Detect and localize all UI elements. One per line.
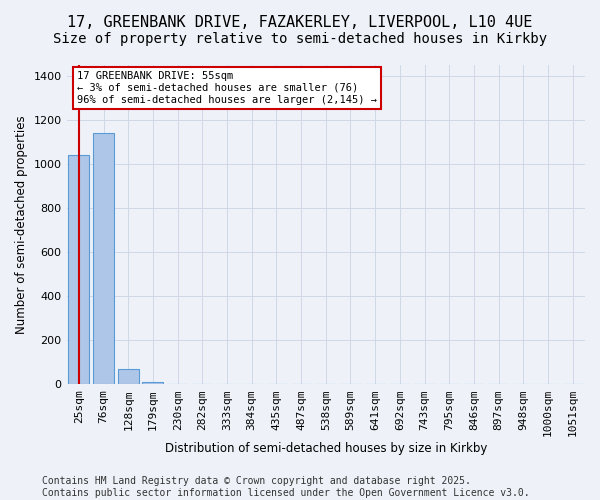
Text: 17, GREENBANK DRIVE, FAZAKERLEY, LIVERPOOL, L10 4UE: 17, GREENBANK DRIVE, FAZAKERLEY, LIVERPO… bbox=[67, 15, 533, 30]
Text: 17 GREENBANK DRIVE: 55sqm
← 3% of semi-detached houses are smaller (76)
96% of s: 17 GREENBANK DRIVE: 55sqm ← 3% of semi-d… bbox=[77, 72, 377, 104]
Y-axis label: Number of semi-detached properties: Number of semi-detached properties bbox=[15, 116, 28, 334]
X-axis label: Distribution of semi-detached houses by size in Kirkby: Distribution of semi-detached houses by … bbox=[164, 442, 487, 455]
Bar bbox=[142, 382, 163, 384]
Text: Size of property relative to semi-detached houses in Kirkby: Size of property relative to semi-detach… bbox=[53, 32, 547, 46]
Bar bbox=[68, 156, 89, 384]
Bar bbox=[118, 369, 139, 384]
Bar bbox=[93, 134, 114, 384]
Text: Contains HM Land Registry data © Crown copyright and database right 2025.
Contai: Contains HM Land Registry data © Crown c… bbox=[42, 476, 530, 498]
